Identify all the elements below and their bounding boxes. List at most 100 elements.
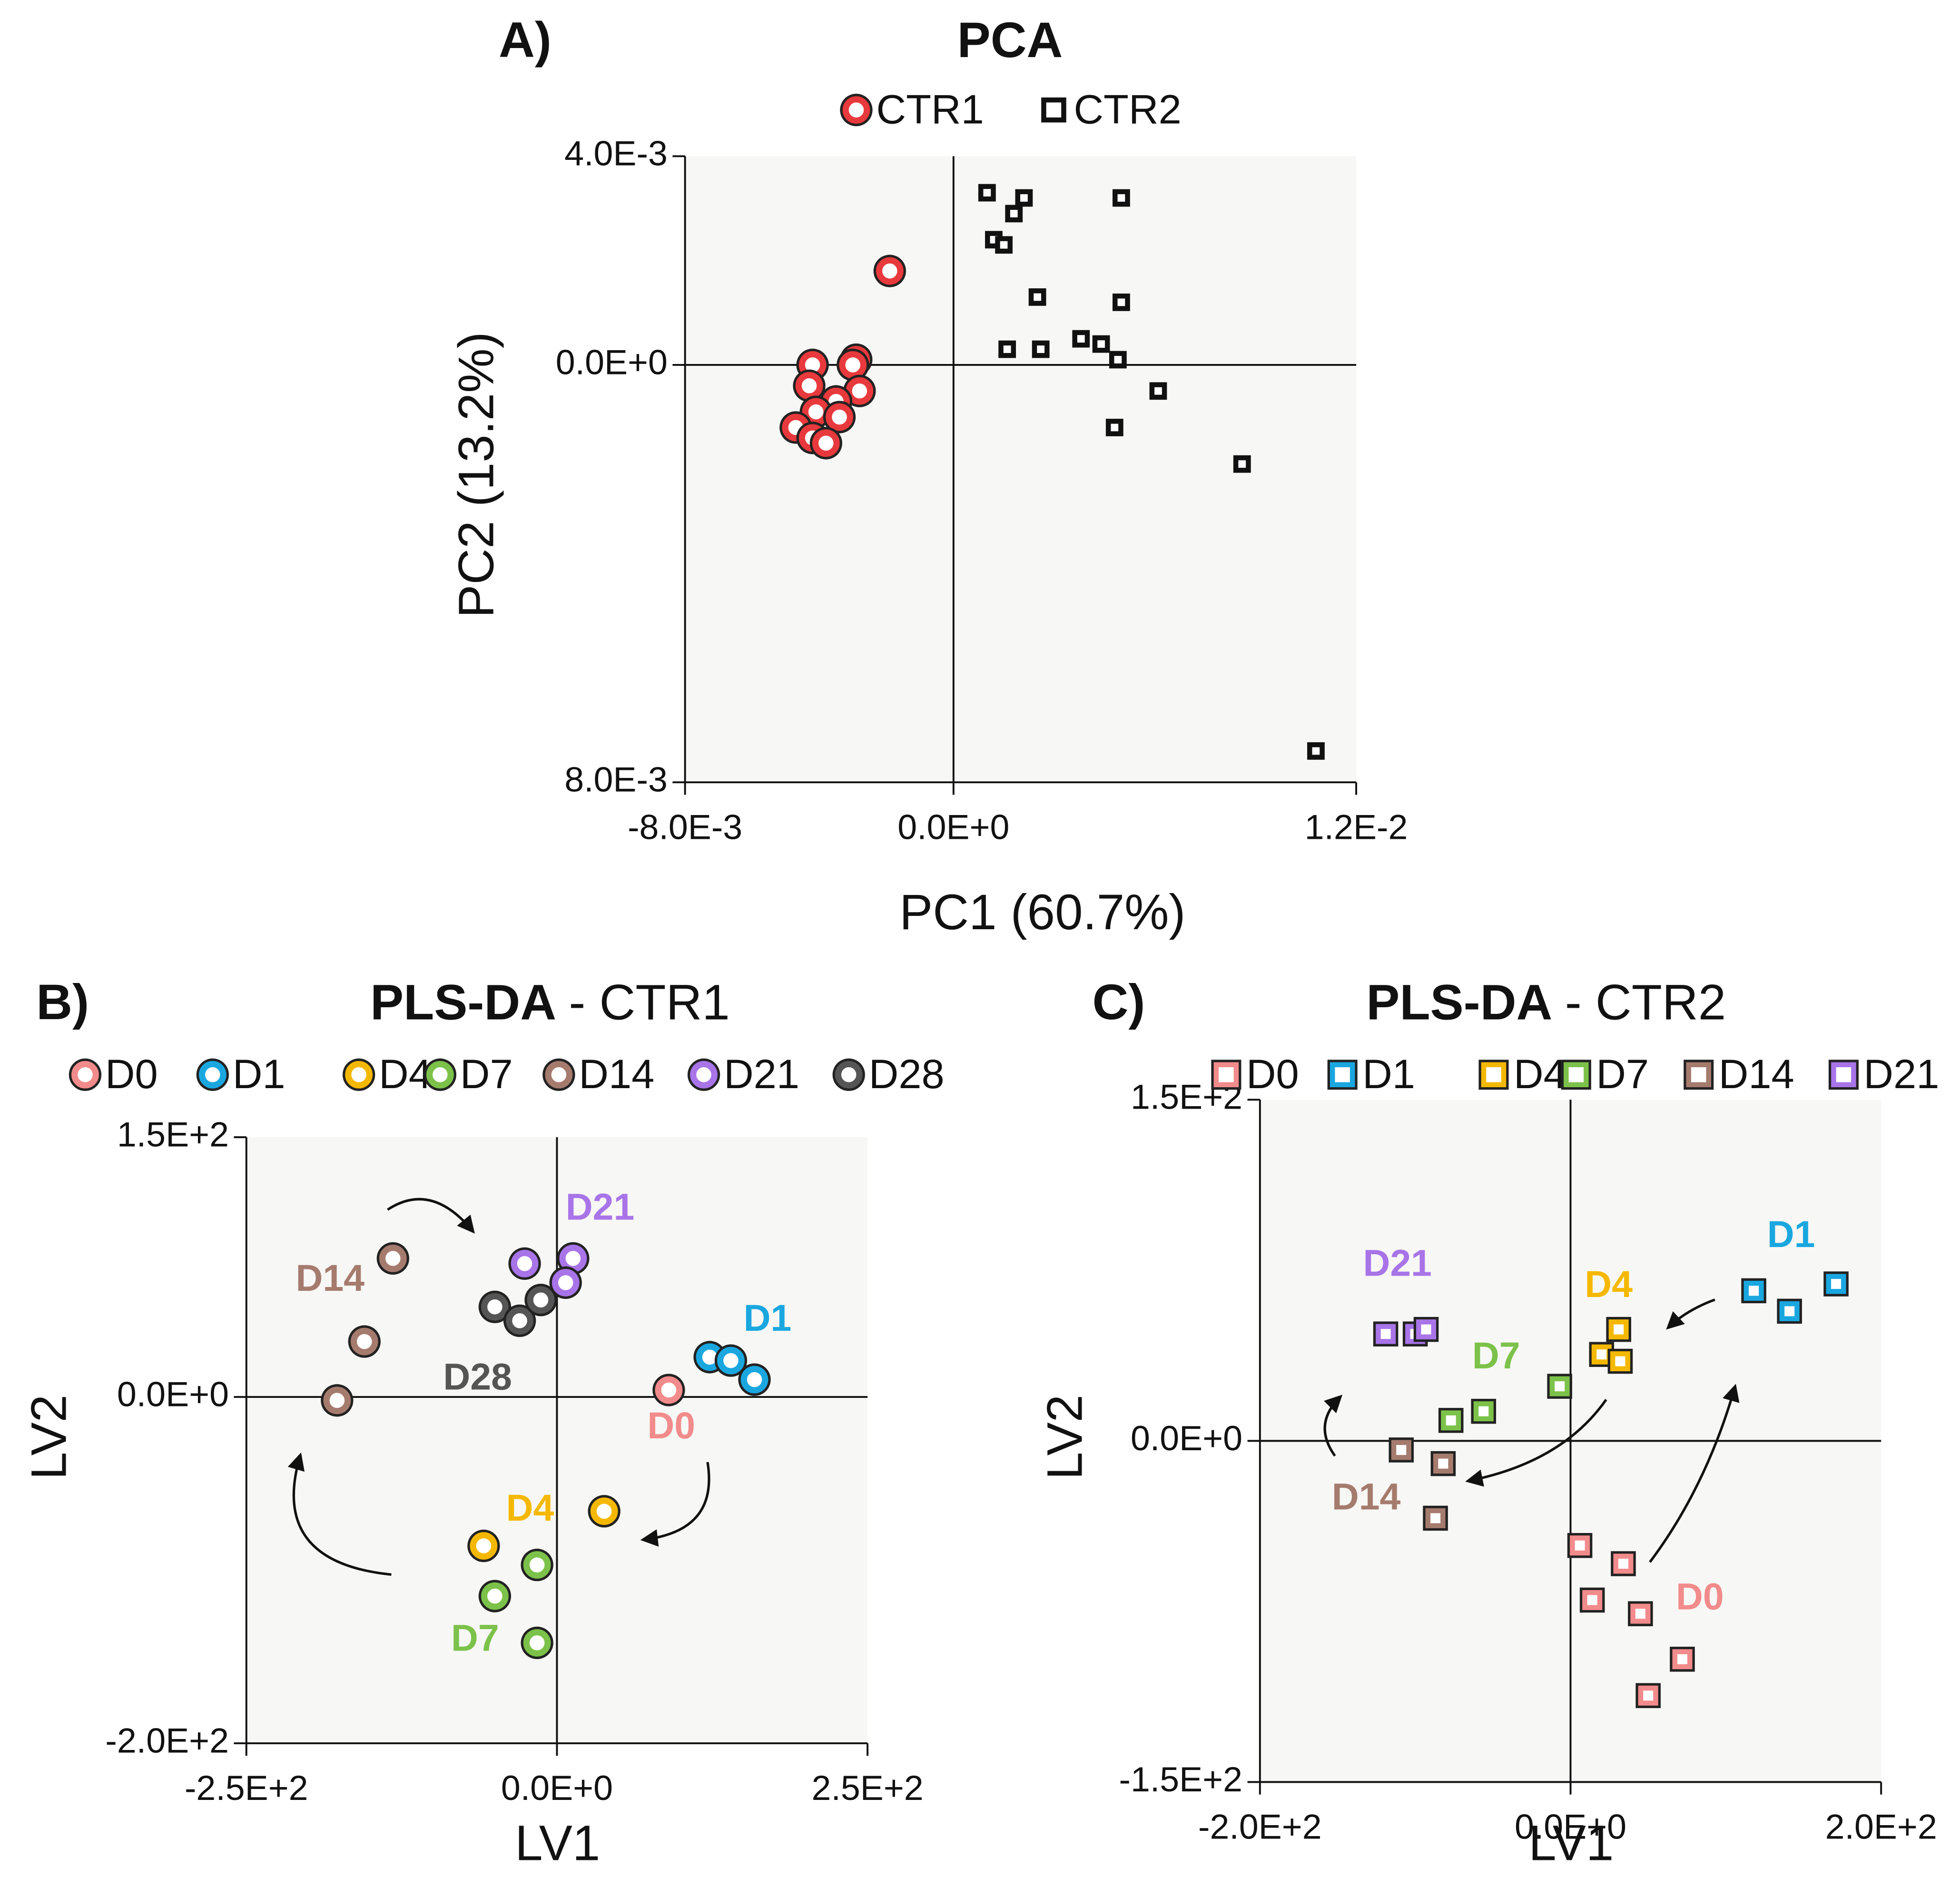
arrows [287,1198,1740,1576]
x-axis-title: LV1 [1528,1816,1614,1871]
scatter-chart: 1.5E+2 0.0E+0 -2.0E+2 -2.5E+2 0.0E+0 2.5E+2 LV… [21,974,944,1871]
arrow [1465,1399,1607,1487]
y-tick-label: 0.0E+0 [1131,1418,1242,1458]
marker [379,1244,407,1272]
x-tick-label: -8.0E-3 [628,807,742,846]
y-tick-label: 0.0E+0 [117,1374,229,1414]
marker [1672,1649,1693,1670]
marker [1425,1508,1446,1528]
annotation: D4 [1585,1263,1633,1305]
annotation: D21 [566,1186,635,1228]
marker [1610,1351,1630,1372]
arrow [287,1452,392,1576]
chart-title: PCA [957,12,1063,68]
marker [1638,1685,1658,1706]
title-main: PCA [957,12,1063,68]
x-tick-label: 0.0E+0 [501,1768,613,1808]
marker [1549,1376,1570,1396]
arrow [1649,1384,1740,1563]
marker [1005,205,1023,223]
marker [1613,1553,1634,1574]
y-tick-label: 8.0E-3 [564,760,668,799]
x-tick-label: -2.0E+2 [1198,1807,1322,1847]
marker [481,1293,509,1321]
legend-label: CTR2 [1074,87,1181,132]
annotation: D7 [451,1617,499,1659]
marker [1015,189,1033,207]
marker [1113,189,1130,207]
marker [655,1376,683,1404]
arrow [1323,1395,1343,1457]
marker [1072,330,1090,348]
y-tick-label: 4.0E-3 [564,134,668,173]
marker [1779,1301,1800,1321]
legend-label: D1 [1362,1052,1415,1097]
marker [481,1582,509,1610]
marker [545,1061,573,1089]
legend-label: D14 [579,1052,654,1097]
marker [1433,1454,1453,1474]
marker [1582,1590,1603,1610]
marker [740,1366,768,1394]
marker [1028,288,1046,306]
y-tick-label: 1.5E+2 [117,1115,229,1154]
marker [506,1307,534,1335]
legend-label: D21 [1863,1052,1939,1097]
marker [470,1532,498,1560]
marker [590,1497,618,1525]
chart-title: PLS-DA - CTR2 [1366,974,1726,1030]
marker [198,1061,227,1089]
marker [1391,1440,1411,1460]
marker [826,403,853,431]
legend-label: D0 [1246,1052,1299,1097]
title-suffix: - CTR2 [1565,974,1726,1030]
legend-label: D4 [1514,1052,1566,1097]
marker [1831,1062,1856,1088]
scatter-chart: 1.5E+20.0E+0-1.5E+2-2.0E+2 0.0E+0 2.0E+2LV… [1037,974,1940,1871]
marker [1630,1603,1651,1624]
marker [1032,340,1050,358]
legend-label: D28 [869,1052,945,1097]
marker [1473,1401,1494,1422]
marker [835,1061,863,1089]
marker [345,1061,373,1089]
chart-title: PLS-DA - CTR1 [370,974,730,1030]
marker [690,1061,718,1089]
annotation: D1 [744,1297,792,1339]
marker [795,372,823,400]
title-main: PLS-DA [370,974,556,1030]
marker [839,351,867,379]
marker [1826,1274,1846,1294]
marker [350,1327,378,1356]
marker [1109,351,1127,369]
y-axis-title: LV2 [1037,1395,1093,1480]
marker [559,1244,587,1272]
marker [1213,1062,1239,1088]
y-axis-title: PC2 (13.2%) [449,332,504,618]
marker [1092,335,1110,353]
charts: 4.0E-3 0.0E+0 8.0E-3 -8.0E-3 0.0E+0 1.2E-2 PC1… [21,12,1939,1871]
marker [1591,1344,1612,1365]
y-tick-label: 0.0E+0 [556,342,668,382]
marker [1149,382,1167,400]
marker [1307,742,1325,760]
annotation: D14 [295,1257,364,1299]
marker [1564,1062,1589,1088]
annotation: D1 [1767,1213,1815,1255]
annotation: D0 [647,1405,695,1446]
marker [995,236,1013,254]
marker [1743,1280,1764,1301]
annotation: D0 [1676,1576,1724,1618]
marker [1233,455,1251,473]
marker [998,340,1016,358]
marker [812,429,840,457]
marker [71,1061,99,1089]
x-axis-title: PC1 (60.7%) [899,885,1185,940]
annotation: D14 [1332,1476,1401,1518]
annotation: D4 [506,1487,554,1529]
marker [717,1346,745,1375]
marker [1113,293,1130,311]
marker [523,1551,551,1579]
